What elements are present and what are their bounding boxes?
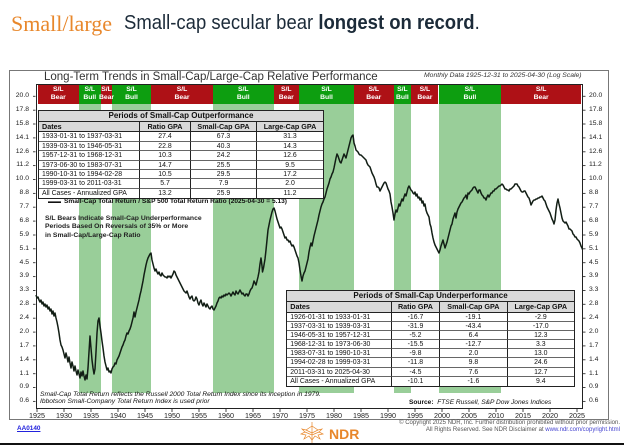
svg-text:NDR: NDR [329,426,359,442]
